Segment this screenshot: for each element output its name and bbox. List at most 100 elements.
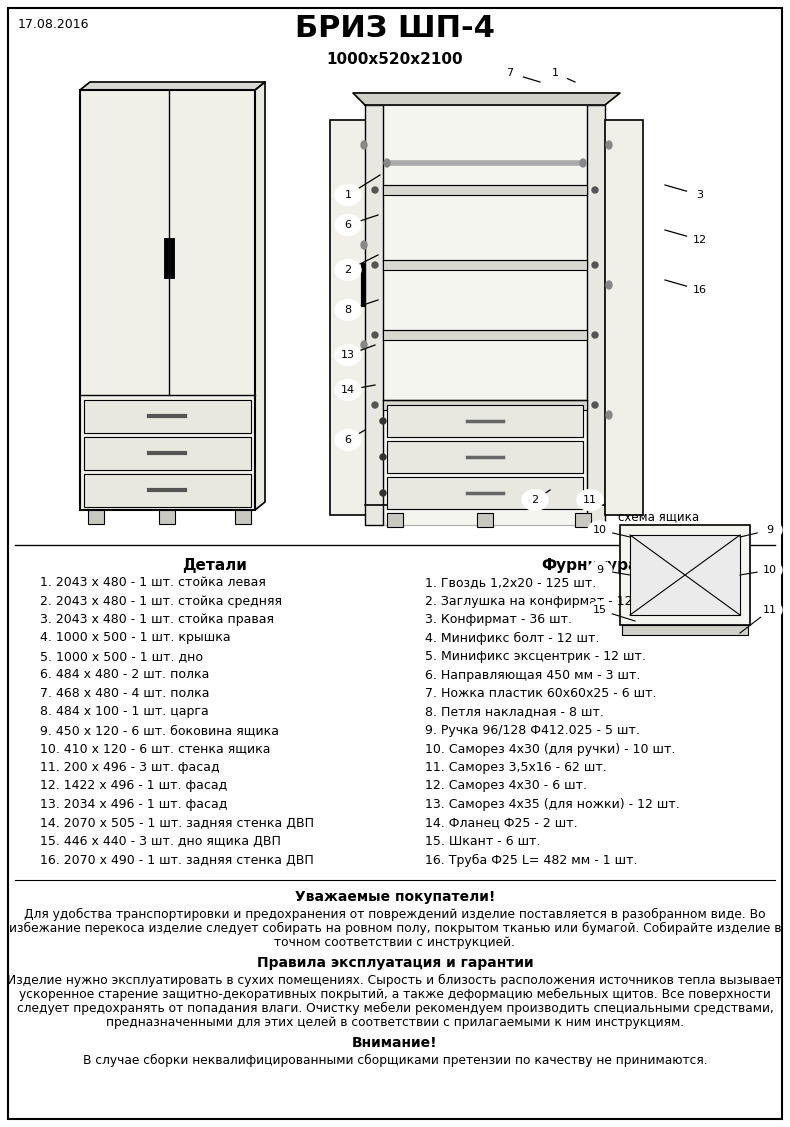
Bar [387, 477, 583, 509]
Ellipse shape [577, 489, 603, 511]
Text: 12: 12 [693, 236, 707, 245]
Text: Фурнитура: Фурнитура [541, 558, 638, 573]
Ellipse shape [588, 561, 612, 579]
Bar [365, 105, 383, 525]
Bar [383, 330, 587, 340]
Bar [383, 185, 587, 195]
Ellipse shape [335, 185, 361, 205]
Bar [477, 513, 493, 527]
Bar [84, 400, 251, 433]
Text: Правила эксплуатация и гарантии: Правила эксплуатация и гарантии [257, 956, 533, 970]
Ellipse shape [592, 261, 598, 268]
Ellipse shape [497, 63, 523, 83]
Ellipse shape [758, 561, 782, 579]
Ellipse shape [606, 281, 612, 289]
Text: 1: 1 [551, 68, 559, 78]
Text: 4. 1000 х 500 - 1 шт. крышка: 4. 1000 х 500 - 1 шт. крышка [40, 631, 231, 645]
Text: Детали: Детали [182, 558, 247, 573]
Text: 2: 2 [532, 495, 539, 505]
Ellipse shape [372, 332, 378, 338]
Text: 17.08.2016: 17.08.2016 [18, 18, 89, 32]
Text: 1. 2043 х 480 - 1 шт. стойка левая: 1. 2043 х 480 - 1 шт. стойка левая [40, 576, 266, 589]
Text: точном соответствии с инструкцией.: точном соответствии с инструкцией. [274, 937, 516, 949]
Ellipse shape [361, 141, 367, 149]
Text: 15: 15 [593, 605, 607, 615]
Text: БРИЗ ШП-4: БРИЗ ШП-4 [295, 14, 495, 43]
Bar [605, 119, 643, 515]
Text: 5. 1000 х 500 - 1 шт. дно: 5. 1000 х 500 - 1 шт. дно [40, 650, 203, 663]
Ellipse shape [380, 418, 386, 424]
Text: 6: 6 [344, 435, 352, 445]
Text: 8: 8 [344, 305, 352, 316]
Text: 3. Конфирмат - 36 шт.: 3. Конфирмат - 36 шт. [425, 613, 572, 625]
Text: 9. Ручка 96/128 Ф412.025 - 5 шт.: 9. Ручка 96/128 Ф412.025 - 5 шт. [425, 724, 640, 737]
Ellipse shape [335, 214, 361, 236]
Ellipse shape [592, 332, 598, 338]
Polygon shape [353, 94, 620, 105]
Ellipse shape [592, 187, 598, 193]
Text: 9: 9 [766, 525, 773, 535]
Text: 16. Труба Ф25 L= 482 мм - 1 шт.: 16. Труба Ф25 L= 482 мм - 1 шт. [425, 853, 638, 867]
Ellipse shape [606, 141, 612, 149]
Ellipse shape [372, 261, 378, 268]
Text: 14. 2070 х 505 - 1 шт. задняя стенка ДВП: 14. 2070 х 505 - 1 шт. задняя стенка ДВП [40, 816, 314, 829]
Text: 14: 14 [341, 385, 355, 394]
Text: 13. 2034 х 496 - 1 шт. фасад: 13. 2034 х 496 - 1 шт. фасад [40, 798, 228, 811]
Ellipse shape [361, 241, 367, 249]
Text: 13: 13 [341, 350, 355, 360]
Text: 6. Направляющая 450 мм - 3 шт.: 6. Направляющая 450 мм - 3 шт. [425, 668, 641, 682]
Text: Внимание!: Внимание! [352, 1036, 438, 1050]
Ellipse shape [580, 159, 586, 167]
Bar [383, 105, 587, 525]
Ellipse shape [588, 521, 612, 539]
Text: 8. Петля накладная - 8 шт.: 8. Петля накладная - 8 шт. [425, 706, 604, 719]
Polygon shape [255, 82, 265, 511]
Ellipse shape [542, 63, 568, 83]
Ellipse shape [335, 259, 361, 281]
Text: 2. Заглушка на конфирмат - 12 шт.: 2. Заглушка на конфирмат - 12 шт. [425, 595, 660, 607]
Ellipse shape [384, 159, 390, 167]
Bar [383, 260, 587, 270]
Text: 14. Фланец Ф25 - 2 шт.: 14. Фланец Ф25 - 2 шт. [425, 816, 577, 829]
Text: 15. 446 х 440 - 3 шт. дно ящика ДВП: 15. 446 х 440 - 3 шт. дно ящика ДВП [40, 835, 281, 848]
Ellipse shape [335, 429, 361, 451]
Bar [387, 441, 583, 473]
Ellipse shape [335, 380, 361, 400]
Bar [88, 511, 104, 524]
Text: 11: 11 [583, 495, 597, 505]
Text: 7. Ножка пластик 60х60х25 - 6 шт.: 7. Ножка пластик 60х60х25 - 6 шт. [425, 687, 656, 700]
Text: 13. Саморез 4х35 (для ножки) - 12 шт.: 13. Саморез 4х35 (для ножки) - 12 шт. [425, 798, 679, 811]
Text: избежание перекоса изделие следует собирать на ровном полу, покрытом тканью или : избежание перекоса изделие следует собир… [9, 922, 781, 935]
Text: 2. 2043 х 480 - 1 шт. стойка средняя: 2. 2043 х 480 - 1 шт. стойка средняя [40, 595, 282, 607]
Bar [387, 405, 583, 437]
Text: 11. 200 х 496 - 3 шт. фасад: 11. 200 х 496 - 3 шт. фасад [40, 761, 220, 774]
Text: 10: 10 [593, 525, 607, 535]
Ellipse shape [687, 185, 713, 205]
Ellipse shape [606, 411, 612, 419]
Bar [84, 474, 251, 507]
Ellipse shape [361, 341, 367, 349]
Text: Изделие нужно эксплуатировать в сухих помещениях. Сырость и близость расположени: Изделие нужно эксплуатировать в сухих по… [7, 974, 783, 987]
Bar [587, 105, 605, 525]
Text: 10. Саморез 4х30 (для ручки) - 10 шт.: 10. Саморез 4х30 (для ручки) - 10 шт. [425, 743, 675, 755]
Text: 6. 484 х 480 - 2 шт. полка: 6. 484 х 480 - 2 шт. полка [40, 668, 209, 682]
Text: 11: 11 [763, 605, 777, 615]
Ellipse shape [758, 521, 782, 539]
Ellipse shape [335, 300, 361, 320]
Text: 2: 2 [344, 265, 352, 275]
Bar [620, 525, 750, 625]
Bar [630, 535, 740, 615]
Text: 6: 6 [344, 220, 352, 230]
Ellipse shape [372, 187, 378, 193]
Text: 12. 1422 х 496 - 1 шт. фасад: 12. 1422 х 496 - 1 шт. фасад [40, 780, 228, 792]
Text: 1000x520x2100: 1000x520x2100 [327, 52, 463, 66]
Bar [84, 437, 251, 470]
Text: 1: 1 [344, 190, 352, 199]
Ellipse shape [687, 230, 713, 250]
Text: 12. Саморез 4х30 - 6 шт.: 12. Саморез 4х30 - 6 шт. [425, 780, 587, 792]
Text: 11. Саморез 3,5х16 - 62 шт.: 11. Саморез 3,5х16 - 62 шт. [425, 761, 607, 774]
Text: 1. Гвоздь 1,2х20 - 125 шт.: 1. Гвоздь 1,2х20 - 125 шт. [425, 576, 596, 589]
Text: В случае сборки неквалифицированными сборщиками претензии по качеству не принима: В случае сборки неквалифицированными сбо… [83, 1054, 707, 1067]
Bar [235, 511, 251, 524]
Text: 16: 16 [693, 285, 707, 295]
